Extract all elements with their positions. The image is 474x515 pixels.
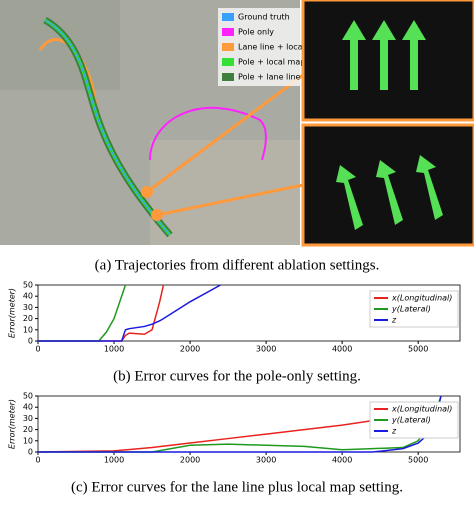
legend-swatch (222, 13, 234, 21)
x-tick-label: 4000 (332, 345, 352, 354)
caption: (a) Trajectories from different ablation… (95, 257, 380, 273)
y-tick-label: 50 (23, 392, 33, 401)
plot-frame (37, 284, 461, 342)
x-tick-label: 2000 (180, 456, 200, 465)
y-axis-label: Error(meter) (8, 399, 17, 449)
zoom-line (156, 183, 304, 217)
x-tick-label: 5000 (408, 345, 428, 354)
legend-label: Pole + lane line (238, 73, 301, 82)
pole-only-track (149, 106, 267, 161)
legend-label: Pole only (238, 28, 274, 37)
x-tick-label: 1000 (104, 345, 124, 354)
legend-label: z (391, 427, 397, 436)
series-line (38, 395, 442, 453)
series-line (38, 284, 165, 342)
map-area (0, 0, 120, 90)
legend-swatch (222, 58, 234, 66)
zoom-point (141, 186, 153, 198)
x-tick-label: 4000 (332, 456, 352, 465)
ground-truth-track (44, 19, 171, 236)
y-tick-label: 30 (23, 414, 33, 423)
zoom-point (151, 209, 163, 221)
legend-label: y(Lateral) (391, 305, 431, 314)
x-tick-label: 0 (35, 456, 40, 465)
legend-label: z (391, 316, 397, 325)
y-tick-label: 20 (23, 425, 33, 434)
y-axis-label: Error(meter) (8, 288, 17, 338)
legend-label: x(Longitudinal) (391, 294, 452, 303)
map: Ground truth Pole only Lane line + local m… (0, 0, 474, 247)
y-tick-label: 30 (23, 303, 33, 312)
y-tick-label: 40 (23, 292, 33, 301)
y-tick-label: 10 (23, 436, 33, 445)
y-tick-label: 0 (28, 448, 33, 457)
y-tick-label: 10 (23, 325, 33, 334)
series-line (38, 284, 127, 342)
map-area (150, 140, 300, 245)
legend-label: Ground truth (238, 13, 290, 22)
legend-label: Pole + local map (238, 58, 305, 67)
legend-swatch (222, 28, 234, 36)
x-tick-label: 3000 (256, 456, 276, 465)
caption: (c) Error curves for the lane line plus … (71, 479, 403, 495)
x-tick-label: 3000 (256, 345, 276, 354)
x-tick-label: 5000 (408, 456, 428, 465)
lidar-inset (301, 0, 474, 122)
y-tick-label: 0 (28, 337, 33, 346)
legend-swatch (222, 73, 234, 81)
series-line (38, 284, 221, 342)
legend-label: x(Longitudinal) (391, 405, 452, 414)
caption: (b) Error curves for the pole-only setti… (113, 368, 361, 384)
y-tick-label: 40 (23, 403, 33, 412)
zoom-line (146, 73, 304, 194)
y-tick-label: 20 (23, 314, 33, 323)
x-tick-label: 1000 (104, 456, 124, 465)
x-tick-label: 0 (35, 345, 40, 354)
y-tick-label: 50 (23, 281, 33, 290)
legend-label: Lane line + local map (238, 43, 325, 52)
legend-swatch (222, 43, 234, 51)
legend-label: y(Lateral) (391, 416, 431, 425)
x-tick-label: 2000 (180, 345, 200, 354)
arrows (336, 20, 443, 230)
